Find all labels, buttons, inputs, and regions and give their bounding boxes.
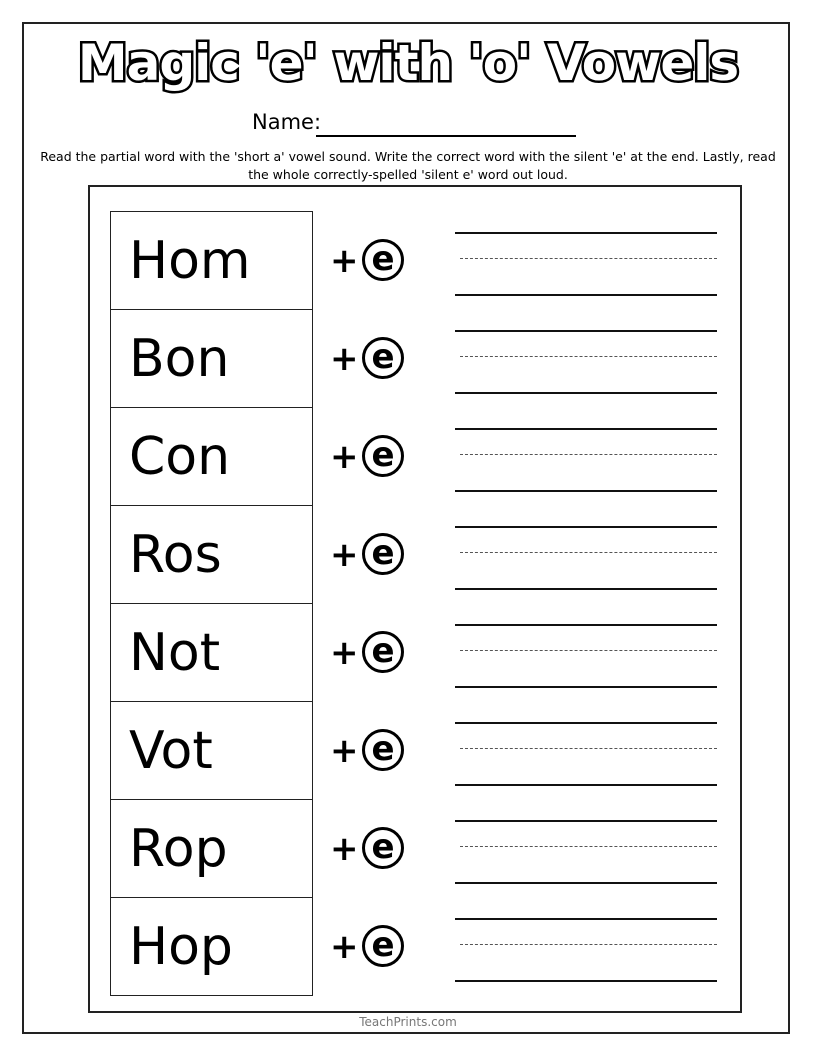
writing-line-dashed[interactable] — [460, 552, 717, 553]
writing-line-dashed[interactable] — [460, 356, 717, 357]
footer-credit: TeachPrints.com — [359, 1015, 457, 1029]
plus-sign: + — [330, 437, 359, 477]
writing-line-base[interactable] — [455, 784, 717, 786]
instructions: Read the partial word with the 'short a'… — [40, 149, 776, 182]
partial-word: Vot — [110, 701, 313, 800]
writing-line-dashed[interactable] — [460, 650, 717, 651]
writing-line-top[interactable] — [455, 232, 717, 234]
exercise-row: Hom + e — [110, 211, 740, 310]
circled-e-icon: e — [362, 533, 404, 575]
plus-sign: + — [330, 731, 359, 771]
writing-line-dashed[interactable] — [460, 748, 717, 749]
worksheet-title: Magic 'e' with 'o' Vowels — [75, 32, 741, 95]
partial-word: Not — [110, 603, 313, 702]
partial-word: Hop — [110, 897, 313, 996]
exercise-row: Bon + e — [110, 309, 740, 408]
plus-sign: + — [330, 927, 359, 967]
circled-e-icon: e — [362, 729, 404, 771]
partial-word: Hom — [110, 211, 313, 310]
exercise-row: Con + e — [110, 407, 740, 506]
writing-line-top[interactable] — [455, 820, 717, 822]
partial-word: Con — [110, 407, 313, 506]
writing-line-dashed[interactable] — [460, 944, 717, 945]
exercise-row: Ros + e — [110, 505, 740, 604]
plus-sign: + — [330, 633, 359, 673]
partial-word: Ros — [110, 505, 313, 604]
writing-line-base[interactable] — [455, 294, 717, 296]
writing-line-dashed[interactable] — [460, 846, 717, 847]
circled-e-icon: e — [362, 239, 404, 281]
writing-line-top[interactable] — [455, 722, 717, 724]
writing-line-top[interactable] — [455, 918, 717, 920]
circled-e-icon: e — [362, 631, 404, 673]
writing-line-dashed[interactable] — [460, 454, 717, 455]
writing-line-top[interactable] — [455, 428, 717, 430]
partial-word: Bon — [110, 309, 313, 408]
writing-line-base[interactable] — [455, 392, 717, 394]
exercise-row: Not + e — [110, 603, 740, 702]
writing-line-top[interactable] — [455, 526, 717, 528]
name-label: Name: — [252, 110, 322, 134]
writing-line-base[interactable] — [455, 588, 717, 590]
circled-e-icon: e — [362, 435, 404, 477]
circled-e-icon: e — [362, 827, 404, 869]
plus-sign: + — [330, 535, 359, 575]
exercise-row: Hop + e — [110, 897, 740, 996]
writing-line-top[interactable] — [455, 330, 717, 332]
exercise-row: Rop + e — [110, 799, 740, 898]
writing-line-top[interactable] — [455, 624, 717, 626]
name-field[interactable] — [316, 135, 576, 137]
writing-line-base[interactable] — [455, 686, 717, 688]
partial-word: Rop — [110, 799, 313, 898]
exercise-row: Vot + e — [110, 701, 740, 800]
writing-line-base[interactable] — [455, 882, 717, 884]
plus-sign: + — [330, 241, 359, 281]
writing-line-base[interactable] — [455, 490, 717, 492]
plus-sign: + — [330, 339, 359, 379]
circled-e-icon: e — [362, 337, 404, 379]
writing-line-dashed[interactable] — [460, 258, 717, 259]
exercise-box — [88, 185, 742, 1013]
plus-sign: + — [330, 829, 359, 869]
page-border — [22, 22, 790, 1034]
writing-line-base[interactable] — [455, 980, 717, 982]
circled-e-icon: e — [362, 925, 404, 967]
